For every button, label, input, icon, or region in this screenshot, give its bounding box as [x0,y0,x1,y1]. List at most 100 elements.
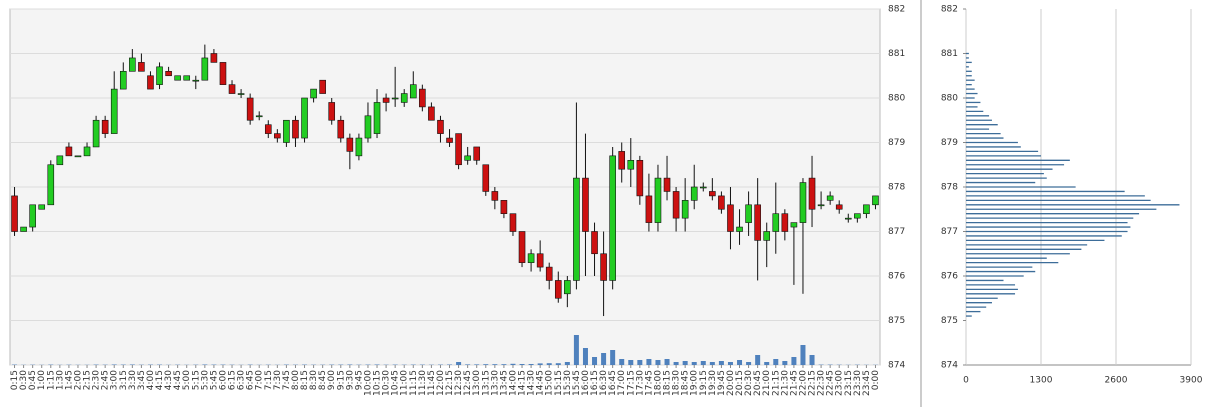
x-tick-label: 17:45 [644,370,654,396]
volume-bar [528,364,534,365]
candle-body [219,62,227,85]
y-tick-label: 877 [941,227,958,237]
x-tick-label: 21:45 [789,370,799,396]
x-tick-label: 5:15 [191,370,201,390]
x-tick-label: 15:00 [545,370,555,396]
x-tick-label: 16:30 [599,370,609,396]
x-tick-label: 6:30 [237,370,247,390]
candle-body [328,102,336,121]
x-tick-label: 9:15 [336,370,346,390]
candle-body [183,75,191,81]
x-tick-label: 10:00 [363,370,373,396]
volume-bar [800,345,806,365]
volume-bar [456,362,462,365]
candle-body [609,155,616,281]
candle-body [817,204,825,207]
x-tick-label: 12:45 [463,370,473,396]
candle-body [799,182,807,223]
candle-body [47,164,55,206]
candle-body [718,195,725,210]
candle-body [147,75,154,90]
x-tick-label: 11:30 [418,370,428,396]
x-tick-label: 8:30 [309,370,319,390]
y-tick-label: 875 [888,316,905,326]
x-tick-label: 16:15 [590,370,600,396]
candle-body [527,253,535,263]
x-tick-label: 20:15 [735,370,745,396]
candle-body [228,84,236,94]
candle-body [790,222,798,228]
x-tick-label: 9:00 [327,370,337,390]
volume-bar [773,359,779,365]
candle-body [591,231,598,255]
volume-bar [483,364,489,365]
y-tick-label: 882 [888,5,905,15]
volume-bar [555,363,561,365]
volume-bar [809,355,815,365]
candle-body [29,204,36,228]
volume-bar [628,360,634,365]
x-tick-label: 17:30 [635,370,645,396]
candle-body [781,213,789,232]
x-tick-label: 0:00 [871,370,881,390]
candle-body [301,97,308,139]
x-tick-label: 21:15 [771,370,781,396]
candle-body [283,119,290,143]
candle-body [65,146,73,157]
x-tick-label: 1:30 [55,370,65,390]
x-tick-label: 3:00 [110,370,120,390]
volume-bar [111,364,117,365]
x-tick-label: 22:00 [798,370,808,396]
candle-body [83,146,91,157]
volume-bar [202,364,208,365]
x-tick-label: 2:45 [101,370,111,390]
x-tick-label: 4:00 [146,370,156,390]
candle-body [672,191,680,219]
x-tick-label: 13:45 [499,370,509,396]
x-tick-label: 9:45 [354,370,364,390]
candle-body [663,177,671,192]
candle-body [564,280,571,295]
x-tick-label: 14:30 [527,370,537,396]
x-tick-label: 15:45 [572,370,582,396]
volume-bar [347,364,353,365]
candle-body [826,195,834,201]
candle-body [255,115,263,118]
candle-body [500,200,508,215]
y-tick-label: 880 [888,94,905,104]
x-tick-label: 0 [963,376,969,386]
x-tick-label: 2:15 [83,370,93,390]
x-tick-label: 14:15 [518,370,528,396]
x-tick-label: 22:15 [808,370,818,396]
y-tick-label: 874 [941,361,958,371]
candle-body [428,106,435,121]
x-tick-label: 6:15 [228,370,238,390]
volume-bar [646,359,652,365]
x-tick-label: 18:45 [681,370,691,396]
candle-body [310,88,317,99]
candle-body [835,204,843,210]
volume-bar [474,364,480,365]
y-tick-label: 875 [941,316,958,326]
candle-body [56,155,64,166]
candle-body [201,57,209,81]
volume-bar [447,364,453,365]
candle-body [419,88,426,108]
volume-bar [746,362,752,365]
candle-body [246,97,254,121]
candle-body [319,79,326,94]
x-tick-label: 5:45 [209,370,219,390]
candle-body [627,160,635,170]
x-tick-label: 0:15 [10,370,20,390]
x-tick-label: 3:30 [128,370,138,390]
volume-bar [492,364,498,365]
x-tick-label: 22:45 [826,370,836,396]
x-tick-label: 20:00 [726,370,736,396]
x-tick-label: 9:30 [345,370,355,390]
y-tick-label: 881 [888,49,905,59]
candle-body [138,62,145,72]
x-tick-label: 7:15 [264,370,274,390]
candle-body [446,137,453,143]
volume-bar [510,363,516,365]
